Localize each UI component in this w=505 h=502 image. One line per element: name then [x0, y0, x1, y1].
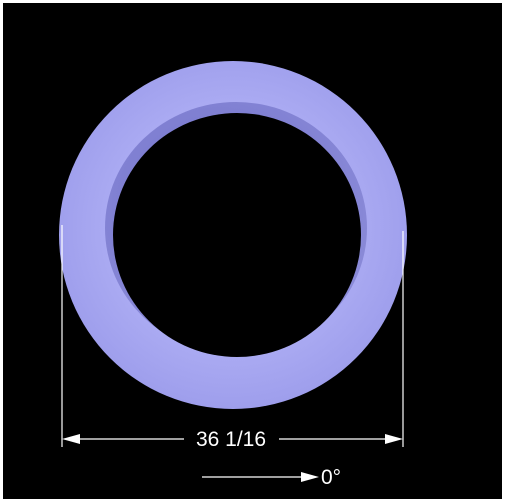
ring-hole	[113, 113, 361, 357]
diameter-label: 36 1/16	[196, 428, 266, 451]
dimension-arrowhead-right	[385, 434, 403, 444]
ring-photo: 36 1/16 0°	[59, 61, 407, 489]
right-arrow-icon	[202, 472, 319, 482]
dimension-arrowhead-left	[62, 434, 80, 444]
photo-frame: 36 1/16 0°	[3, 3, 502, 499]
orientation-label: 0°	[321, 466, 341, 489]
